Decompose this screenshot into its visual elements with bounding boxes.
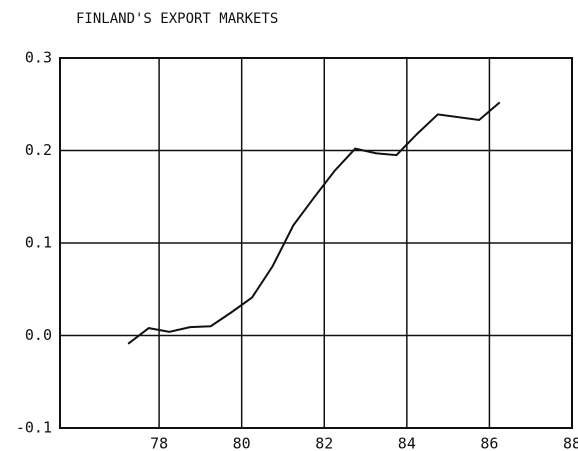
y-tick-label: 0.1 — [25, 234, 52, 252]
x-tick-label: 82 — [315, 435, 333, 451]
x-tick-label: 88 — [563, 435, 578, 451]
y-tick-label: -0.1 — [16, 419, 52, 437]
data-line — [127, 101, 501, 345]
y-tick-label: 0.3 — [25, 49, 52, 67]
x-tick-label: 78 — [150, 435, 168, 451]
x-tick-label: 84 — [398, 435, 416, 451]
x-tick-label: 86 — [480, 435, 498, 451]
x-tick-label: 80 — [233, 435, 251, 451]
y-tick-label: 0.0 — [25, 326, 52, 344]
chart-title: FINLAND'S EXPORT MARKETS — [76, 11, 278, 27]
y-tick-label: 0.2 — [25, 141, 52, 159]
